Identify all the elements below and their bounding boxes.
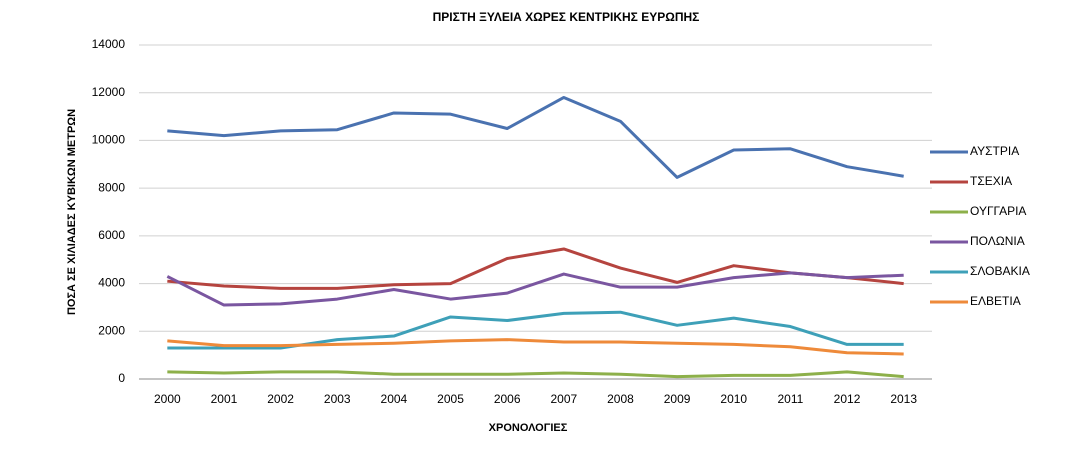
series-line	[167, 95, 904, 179]
x-tick-label: 2013	[890, 392, 917, 406]
x-tick-label: 2004	[381, 392, 408, 406]
x-tick-label: 2008	[607, 392, 634, 406]
x-tick-label: 2007	[550, 392, 577, 406]
y-tick-label: 0	[118, 371, 125, 385]
x-tick-label: 2003	[324, 392, 351, 406]
y-tick-label: 8000	[98, 180, 125, 194]
y-tick-label: 10000	[92, 133, 126, 147]
series-line	[167, 247, 904, 290]
y-tick-label: 12000	[92, 85, 126, 99]
legend-label: ΟΥΓΓΑΡΙΑ	[970, 204, 1026, 218]
legend-label: ΠΟΛΩΝΙΑ	[970, 234, 1025, 248]
legend-label: ΑΥΣΤΡΙΑ	[970, 144, 1019, 158]
series-line	[167, 370, 904, 379]
legend-label: ΕΛΒΕΤΙΑ	[970, 294, 1021, 308]
legend-label: ΤΣΕΧΙΑ	[970, 174, 1012, 188]
x-tick-label: 2005	[437, 392, 464, 406]
x-tick-label: 2002	[267, 392, 294, 406]
y-axis-title: ΠΟΣΑ ΣΕ ΧΙΛΙΑΔΕΣ ΚΥΒΙΚΩΝ ΜΕΤΡΩΝ	[66, 109, 78, 315]
series-line	[166, 271, 904, 307]
chart-title: ΠΡΙΣΤΗ ΞΥΛΕΙΑ ΧΩΡΕΣ ΚΕΝΤΡΙΚΗΣ ΕΥΡΩΠΗΣ	[433, 10, 700, 24]
x-tick-label: 2009	[664, 392, 691, 406]
series-line	[167, 338, 904, 356]
x-tick-label: 2012	[834, 392, 861, 406]
x-tick-label: 2001	[211, 392, 238, 406]
x-tick-label: 2000	[154, 392, 181, 406]
x-tick-label: 2006	[494, 392, 521, 406]
series-line	[167, 310, 904, 350]
y-tick-label: 4000	[98, 276, 125, 290]
x-tick-label: 2011	[777, 392, 803, 406]
y-tick-label: 2000	[98, 323, 125, 337]
y-tick-label: 14000	[92, 37, 126, 51]
legend-label: ΣΛΟΒΑΚΙΑ	[970, 264, 1030, 278]
x-axis-title: ΧΡΟΝΟΛΟΓΙΕΣ	[489, 422, 568, 434]
x-tick-label: 2010	[720, 392, 747, 406]
y-tick-label: 6000	[98, 228, 125, 242]
